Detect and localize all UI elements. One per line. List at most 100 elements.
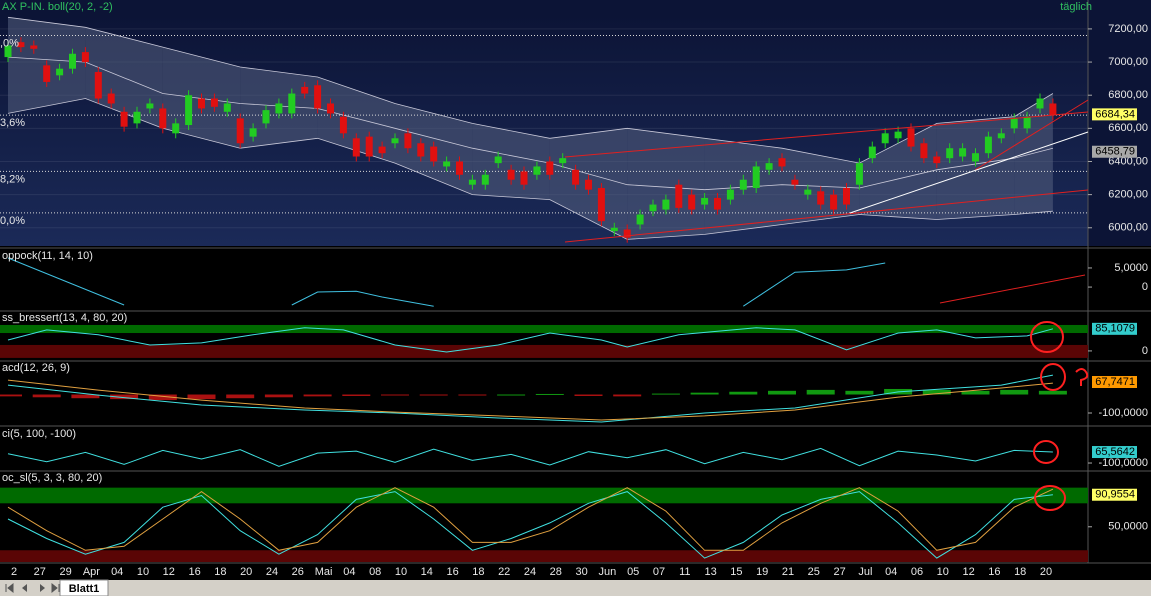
candle-body [146, 103, 154, 109]
nav-prev[interactable] [22, 584, 27, 592]
circle-mark [1033, 440, 1059, 464]
y-tick-label: -100,0000 [1098, 457, 1148, 469]
candle-body [301, 86, 309, 94]
indicator-line [7, 487, 1054, 551]
band-fill [936, 116, 1015, 220]
x-tick-label: 13 [704, 566, 716, 578]
candle-body [481, 174, 489, 185]
y-tick-label: 6200,00 [1108, 189, 1148, 201]
circle-mark [1030, 321, 1064, 353]
price-label-box [1092, 446, 1137, 459]
band-fill [859, 123, 937, 220]
candle-body [1036, 98, 1044, 109]
x-tick-label: 04 [885, 566, 897, 578]
sheet-tab-label[interactable]: Blatt1 [69, 583, 100, 595]
candle-body [610, 227, 618, 232]
histogram-bar [806, 389, 835, 395]
candle-body [81, 52, 89, 63]
price-label-box [1092, 145, 1137, 158]
histogram-bar [613, 394, 642, 397]
candle-body [843, 188, 850, 205]
candle-body [881, 133, 889, 144]
circle-mark [1034, 485, 1066, 511]
candle-body [778, 158, 786, 167]
price-label-box [1092, 488, 1137, 501]
x-tick-label: 26 [292, 566, 304, 578]
x-tick-label: 25 [808, 566, 820, 578]
y-tick-label: 5,0000 [1114, 262, 1148, 274]
nav-first[interactable] [5, 582, 14, 594]
candle-body [959, 148, 967, 157]
candle-body [688, 194, 696, 210]
candle-body [701, 197, 709, 205]
candle-body [172, 123, 180, 134]
x-tick-label: 10 [137, 566, 149, 578]
x-tick-label: 19 [756, 566, 768, 578]
sheet-bar [0, 580, 1151, 596]
candle-body [468, 179, 476, 185]
histogram-bar [1038, 390, 1067, 395]
candle-body [520, 171, 528, 185]
y-tick-label: 6800,00 [1108, 89, 1148, 101]
indicator-title: ci(5, 100, -100) [2, 428, 76, 440]
y-tick-label: 6600,00 [1108, 122, 1148, 134]
candle-body [378, 146, 386, 154]
nav-last[interactable] [51, 582, 60, 594]
x-tick-label: 29 [59, 566, 71, 578]
circle-mark [1040, 363, 1066, 391]
histogram-bar [690, 392, 719, 395]
header-strip [0, 0, 1088, 14]
candle-body [739, 179, 747, 190]
histogram-bar [264, 394, 293, 398]
trend-line [849, 131, 1089, 214]
candle-body [920, 143, 928, 159]
candle-body [223, 103, 231, 112]
y-tick-label: -100,0000 [1098, 407, 1148, 419]
sheet-tab[interactable] [59, 579, 109, 596]
x-tick-label: Apr [83, 566, 100, 578]
candle-body [533, 166, 541, 175]
x-tick-label: 04 [111, 566, 123, 578]
band-fill [472, 123, 550, 200]
x-tick-label: 2 [11, 566, 17, 578]
level-label: ,0% [0, 37, 19, 49]
candle-body [185, 95, 193, 126]
candle-body [907, 128, 915, 147]
band-fill [627, 128, 705, 240]
sheet-nav[interactable] [5, 582, 60, 594]
candle-body [365, 136, 373, 157]
histogram-bar [922, 389, 951, 395]
x-tick-label: 16 [446, 566, 458, 578]
histogram-bar [768, 390, 796, 395]
price-label-box [1092, 375, 1137, 388]
y-tick-label: 6400,00 [1108, 155, 1148, 167]
candle-body [984, 136, 992, 154]
candle-body [1023, 116, 1031, 129]
nav-next[interactable] [40, 584, 45, 592]
price-label: 67,7471 [1095, 376, 1135, 388]
histogram-bar [574, 394, 603, 396]
candle-body [933, 156, 941, 164]
panel [0, 374, 1067, 423]
x-tick-label: 18 [214, 566, 226, 578]
price-label: 65,5642 [1095, 446, 1135, 458]
trend-line [939, 274, 1086, 304]
level-label: 0,0% [0, 215, 25, 227]
x-tick-label: 10 [395, 566, 407, 578]
histogram-bar [651, 393, 680, 395]
x-tick-label: 05 [627, 566, 639, 578]
histogram-bar [1000, 389, 1029, 395]
x-tick-label: 04 [343, 566, 355, 578]
candle-body [391, 138, 399, 144]
candle-body [456, 161, 463, 175]
trend-line [564, 111, 1089, 158]
candle-body [726, 189, 734, 200]
x-tick-label: 15 [730, 566, 742, 578]
zone [0, 550, 1088, 562]
price-label: 6458,79 [1095, 146, 1135, 158]
candle-body [249, 128, 257, 137]
x-tick-label: 27 [833, 566, 845, 578]
band-fill [317, 77, 395, 164]
x-tick-label: 07 [653, 566, 665, 578]
